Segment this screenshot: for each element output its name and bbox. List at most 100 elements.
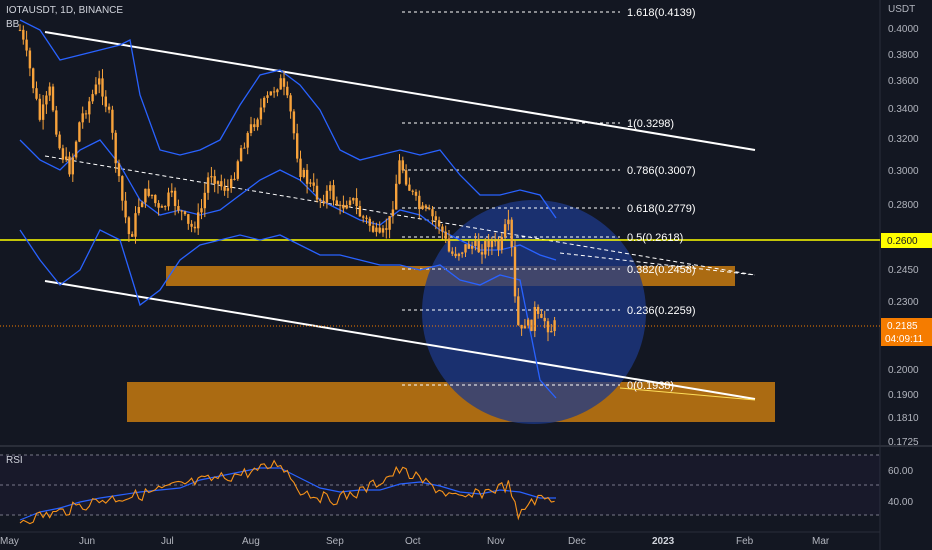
candle-body [315, 185, 319, 200]
candle-body [236, 161, 239, 179]
candle-body [484, 240, 487, 255]
candle-body [107, 106, 111, 110]
candle-body [206, 177, 210, 193]
fib-label-1618: 1.618(0.4139) [627, 7, 696, 19]
candle-body [404, 170, 408, 185]
candle-body [431, 209, 434, 217]
candle-body [461, 252, 464, 254]
candle-body [543, 317, 546, 322]
candle-body [362, 216, 365, 218]
candle-body [197, 212, 200, 229]
candle-body [470, 246, 474, 249]
candle-body [263, 97, 266, 108]
time-label: Dec [568, 536, 586, 547]
candle-body [253, 124, 256, 128]
time-label: Jul [161, 536, 174, 547]
candle-body [292, 111, 296, 134]
fib-label-1: 1(0.3298) [627, 118, 674, 130]
candle-body [203, 192, 206, 209]
candle-body [88, 101, 91, 115]
candle-body [322, 200, 325, 203]
price-tick: 0.2450 [888, 265, 919, 276]
candle-body [286, 86, 289, 96]
candle-body [25, 39, 28, 51]
candle-body [464, 244, 467, 253]
channel-lower-line[interactable] [44, 280, 756, 400]
candle-body [134, 213, 137, 237]
candle-body [282, 78, 286, 87]
price-axis[interactable]: USDT 0.4000 0.3800 0.3600 0.3400 0.3200 … [888, 4, 919, 448]
candle-body [98, 78, 101, 85]
candle-body [329, 185, 332, 191]
candle-body [28, 50, 32, 69]
candle-body [41, 104, 45, 120]
candle-body [434, 216, 437, 221]
candle-body [342, 204, 345, 209]
price-tick: 0.3600 [888, 76, 919, 87]
candle-body [335, 200, 338, 206]
rsi-tick: 60.00 [888, 466, 913, 477]
support-zone-lower[interactable] [127, 382, 775, 422]
candle-body [375, 227, 378, 232]
candle-body [421, 205, 424, 210]
candle-body [385, 228, 388, 230]
candle-body [58, 134, 61, 149]
candle-body [302, 169, 305, 177]
indicator-label-rsi[interactable]: RSI [6, 455, 23, 466]
hline-price-label: 0.2600 [887, 236, 918, 247]
candle-body [345, 205, 348, 209]
candle-body [154, 194, 157, 204]
candle-body [68, 156, 71, 175]
candlestick-series[interactable] [18, 24, 556, 342]
candle-body [352, 198, 355, 201]
candle-body [173, 190, 177, 206]
candle-body [338, 204, 342, 206]
price-tick: 0.2300 [888, 297, 919, 308]
candle-body [38, 98, 41, 120]
candle-body [487, 240, 490, 248]
candle-body [48, 86, 51, 96]
candle-body [437, 220, 441, 227]
candle-body [355, 198, 358, 207]
channel-mid-line[interactable] [44, 155, 756, 276]
candle-body [530, 319, 533, 331]
candle-body [378, 227, 381, 233]
candle-body [296, 133, 299, 159]
candle-body [140, 202, 144, 208]
candle-body [111, 109, 114, 133]
candle-body [358, 206, 362, 217]
candle-body [200, 208, 203, 213]
candle-body [147, 188, 150, 196]
fib-label-0618: 0.618(0.2779) [627, 203, 696, 215]
rsi-ma-line [19, 467, 556, 521]
candle-body [536, 306, 540, 314]
candle-body [74, 141, 78, 158]
fib-label-0382: 0.382(0.2458) [627, 264, 696, 276]
candle-body [45, 95, 48, 105]
price-tick: 0.1810 [888, 413, 919, 424]
candle-body [428, 207, 431, 210]
candle-body [160, 206, 164, 208]
candle-body [517, 296, 520, 325]
candle-body [216, 181, 220, 184]
candle-body [451, 251, 454, 254]
symbol-title[interactable]: IOTAUSDT, 1D, BINANCE [6, 5, 123, 16]
candle-body [454, 253, 457, 257]
candle-body [319, 199, 322, 201]
candle-body [266, 95, 269, 98]
candle-body [94, 84, 98, 95]
channel-upper-line[interactable] [44, 31, 756, 151]
candle-body [187, 214, 190, 224]
candle-body [150, 194, 154, 196]
time-axis[interactable]: May Jun Jul Aug Sep Oct Nov Dec 2023 Feb… [0, 536, 830, 547]
indicator-label-bb[interactable]: BB [6, 19, 20, 30]
price-tick: 0.4000 [888, 24, 919, 35]
candle-body [55, 110, 58, 135]
candle-body [18, 29, 22, 31]
candle-body [180, 210, 183, 212]
time-label-year: 2023 [652, 536, 675, 547]
candle-body [91, 94, 94, 102]
candle-body [507, 219, 510, 225]
candle-body [395, 183, 398, 210]
